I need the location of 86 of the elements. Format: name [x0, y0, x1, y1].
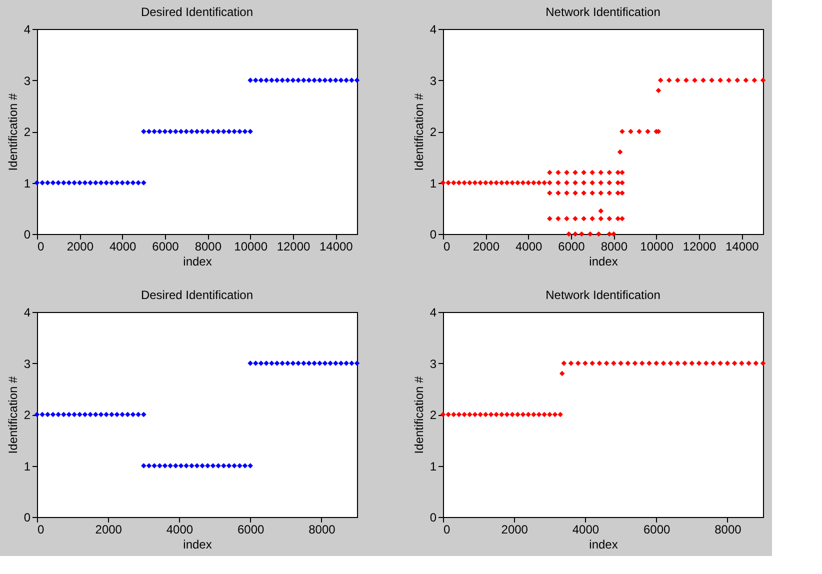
y-tick-label: 1 — [24, 176, 31, 190]
x-axis-title: index — [589, 538, 618, 552]
x-tick-label: 0 — [38, 240, 44, 254]
point — [654, 360, 659, 366]
point — [689, 360, 695, 366]
y-tick-label: 2 — [24, 125, 31, 139]
point — [646, 360, 652, 366]
point — [552, 412, 558, 418]
y-tick-label: 1 — [430, 176, 437, 190]
y-tick-label: 0 — [24, 228, 31, 242]
y-tick-label: 1 — [24, 459, 31, 474]
x-tick-label: 0 — [444, 522, 450, 536]
point — [618, 360, 624, 366]
point — [746, 360, 752, 366]
y-tick-label: 0 — [430, 510, 437, 524]
x-tick-label: 6000 — [152, 240, 180, 254]
y-axis-title: Identification # — [412, 376, 426, 454]
x-axis-title: index — [183, 538, 212, 552]
x-tick-label: 0 — [444, 240, 450, 254]
x-axis-title: index — [589, 254, 618, 268]
x-tick-label: 8000 — [194, 240, 222, 254]
point — [582, 360, 588, 366]
y-tick-label: 4 — [24, 22, 31, 36]
point — [504, 412, 510, 418]
y-tick-label: 3 — [430, 74, 437, 88]
point — [488, 412, 494, 418]
y-tick-label: 4 — [430, 306, 437, 320]
chart-title: Network Identification — [546, 5, 660, 19]
y-axis-title: Identification # — [412, 92, 426, 171]
y-tick-label: 3 — [24, 74, 31, 88]
point — [739, 360, 744, 366]
x-tick-label: 12000 — [276, 240, 311, 254]
x-axis-title: index — [183, 254, 212, 268]
x-tick-label: 10000 — [234, 240, 268, 254]
y-axis-title: Identification # — [6, 92, 20, 171]
x-tick-label: 14000 — [319, 240, 354, 254]
x-tick-label: 10000 — [640, 240, 674, 254]
x-tick-label: 8000 — [308, 522, 336, 536]
x-tick-label: 14000 — [725, 240, 760, 254]
y-tick-label: 4 — [24, 306, 31, 320]
y-tick-label: 2 — [24, 408, 31, 422]
point — [625, 360, 631, 366]
x-tick-label: 6000 — [643, 522, 671, 536]
point — [611, 360, 616, 366]
point — [703, 360, 709, 366]
x-tick-label: 0 — [38, 522, 44, 536]
point — [561, 360, 567, 366]
y-tick-label: 2 — [430, 408, 437, 422]
point — [682, 360, 688, 366]
y-tick-label: 1 — [430, 459, 437, 474]
y-tick-label: 2 — [430, 125, 437, 139]
point — [718, 360, 723, 366]
point — [559, 370, 565, 376]
point — [590, 360, 595, 366]
x-tick-label: 6000 — [237, 522, 265, 536]
x-tick-label: 2000 — [501, 522, 528, 536]
point — [472, 412, 478, 418]
x-tick-label: 4000 — [109, 240, 137, 254]
x-tick-label: 8000 — [600, 240, 628, 254]
x-tick-label: 12000 — [682, 240, 717, 254]
y-tick-label: 4 — [430, 22, 437, 36]
y-tick-label: 3 — [430, 356, 437, 371]
point — [575, 360, 581, 366]
point — [710, 360, 716, 366]
y-axis-title: Identification # — [6, 376, 20, 454]
point — [639, 360, 645, 366]
chart-title: Network Identification — [546, 288, 660, 302]
x-tick-label: 6000 — [558, 240, 586, 254]
x-tick-label: 2000 — [66, 240, 94, 254]
point — [536, 412, 542, 418]
point — [675, 360, 680, 366]
point — [456, 412, 462, 418]
x-tick-label: 2000 — [95, 522, 122, 536]
point — [520, 412, 526, 418]
x-tick-label: 4000 — [166, 522, 194, 536]
chart-title: Desired Identification — [140, 288, 254, 302]
x-tick-label: 8000 — [714, 522, 742, 536]
x-tick-label: 2000 — [472, 240, 500, 254]
point — [440, 412, 446, 418]
x-tick-label: 4000 — [572, 522, 600, 536]
y-tick-label: 0 — [24, 510, 31, 524]
y-tick-label: 0 — [430, 228, 437, 242]
x-tick-label: 4000 — [515, 240, 543, 254]
y-tick-label: 3 — [24, 356, 31, 371]
chart-title: Desired Identification — [140, 5, 254, 19]
point — [753, 360, 759, 366]
